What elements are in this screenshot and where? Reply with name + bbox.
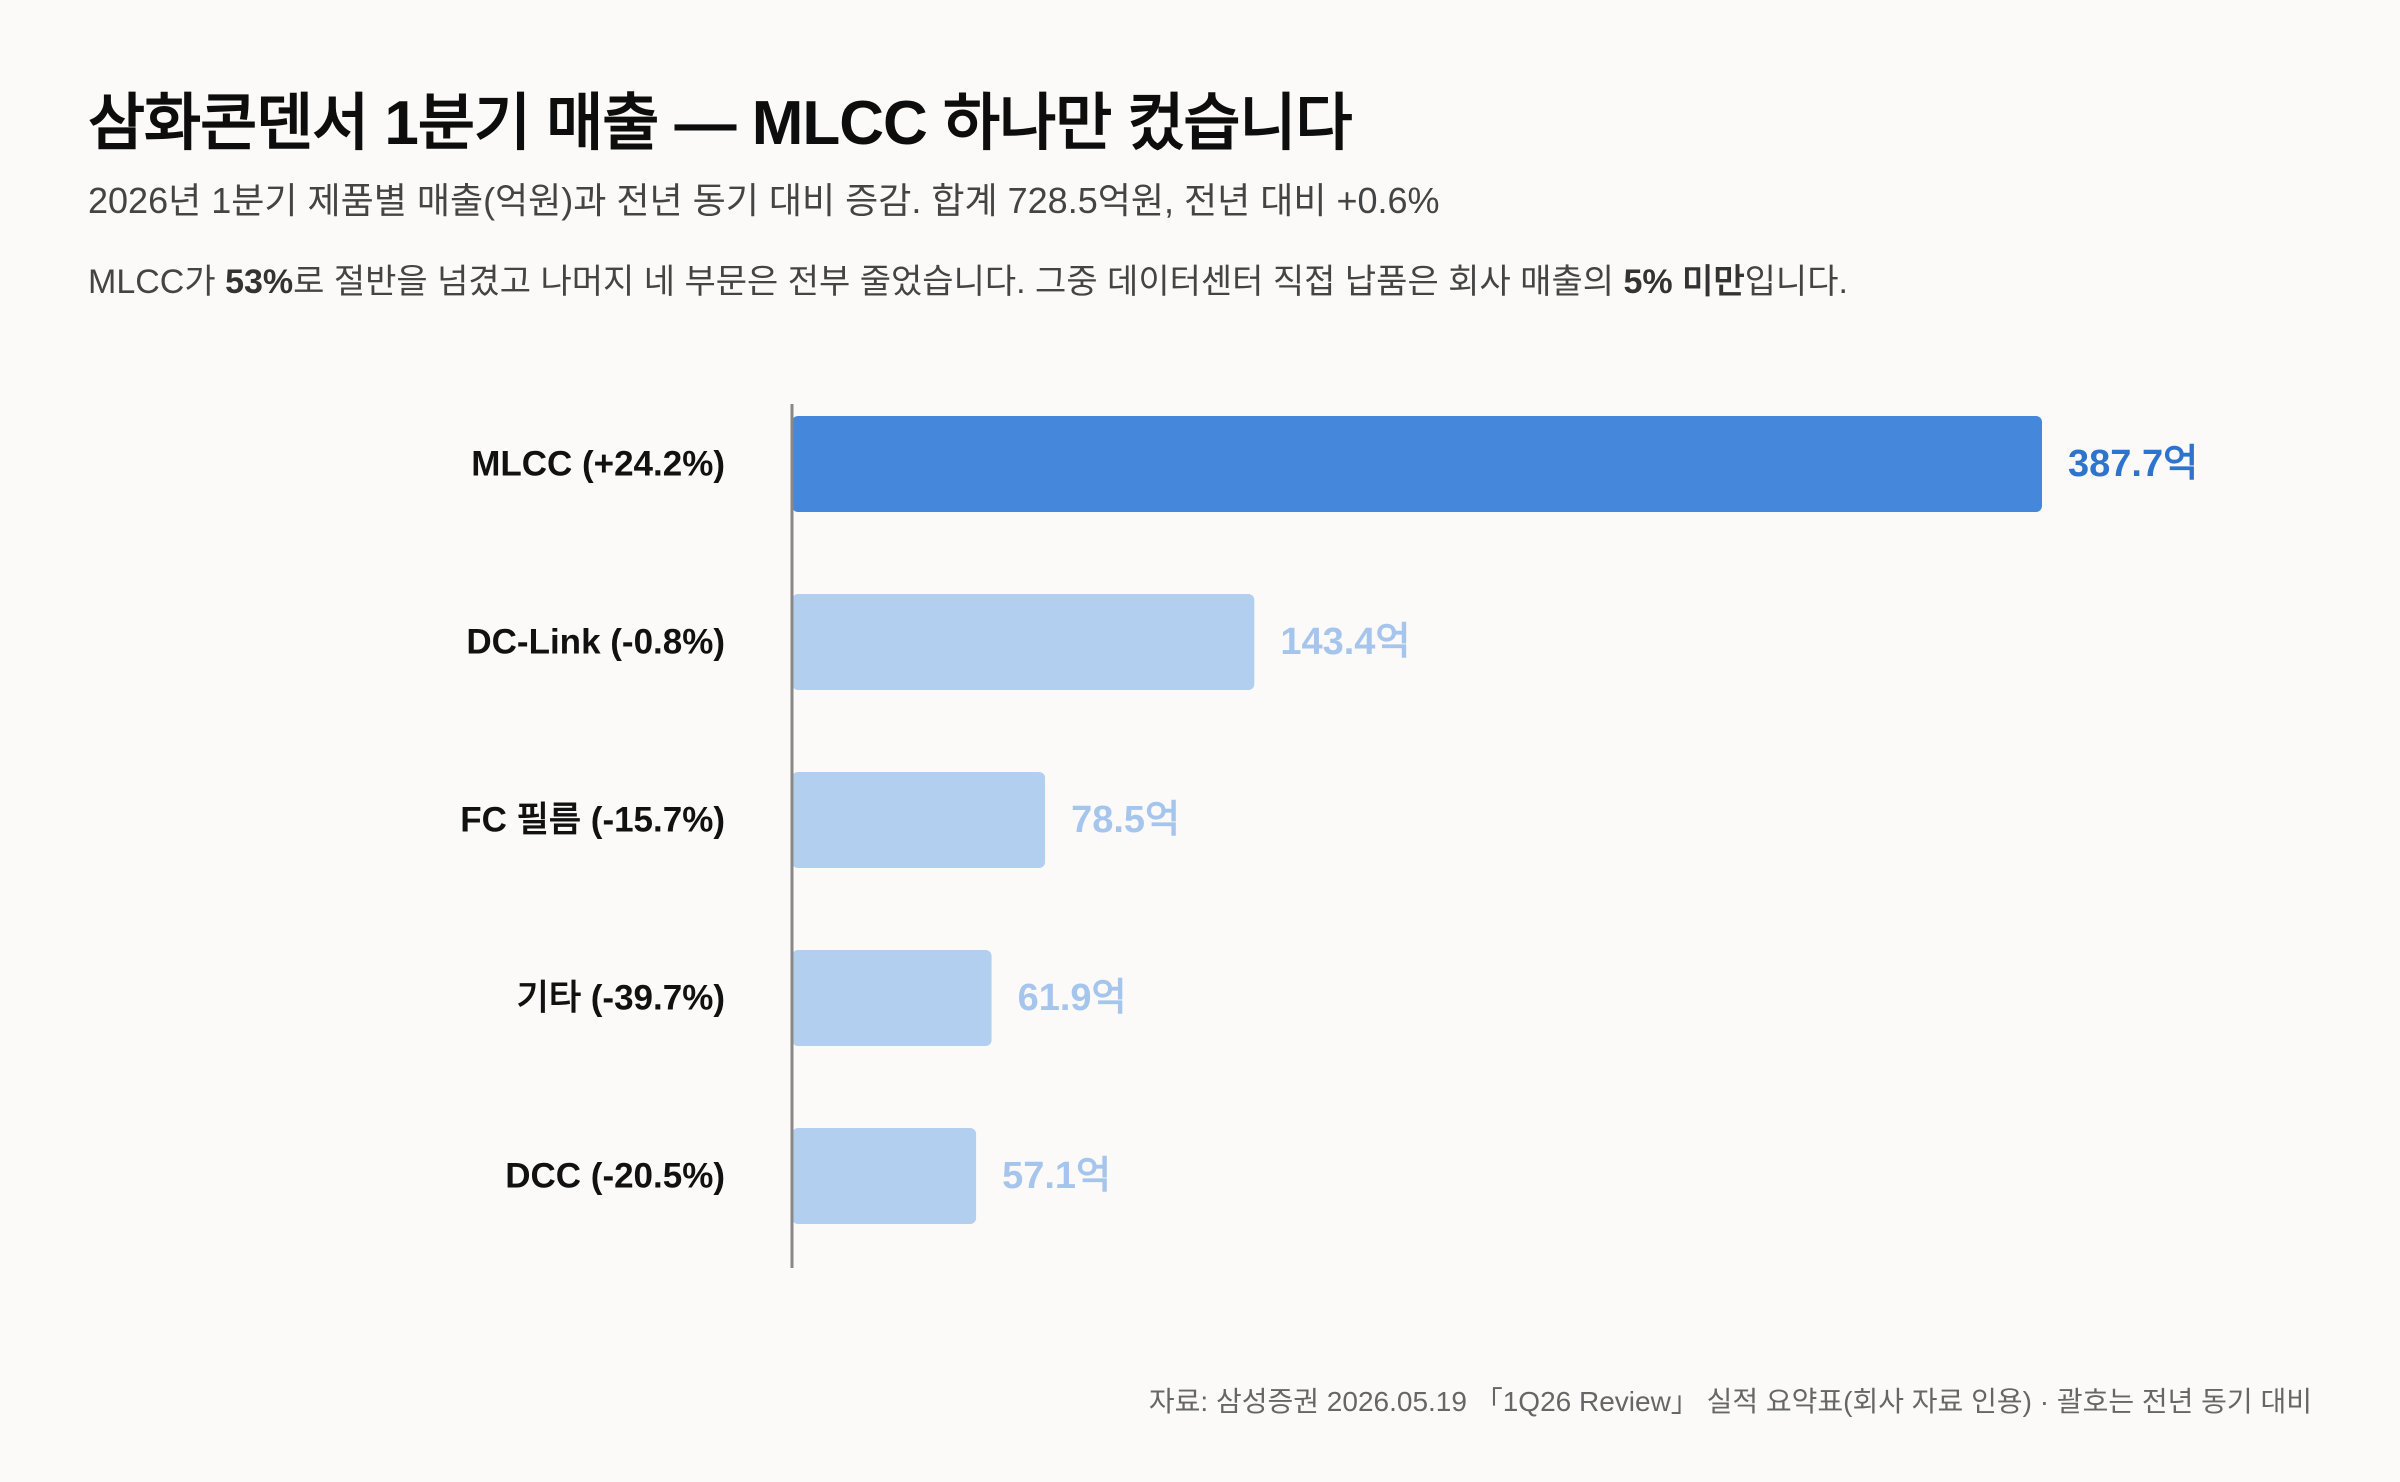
value-label-4: 57.1억 (1002, 1155, 1111, 1197)
category-label-3: 기타 (-39.7%) (517, 979, 725, 1018)
category-label-0: MLCC (+24.2%) (471, 445, 725, 484)
bar-0 (792, 416, 2042, 512)
bar-4 (792, 1128, 977, 1224)
chart-lede: MLCC가 53%로 절반을 넘겼고 나머지 네 부문은 전부 줄었습니다. 그… (88, 254, 1848, 303)
value-label-0: 387.7억 (2068, 443, 2198, 485)
bar-3 (792, 950, 992, 1046)
chart-title: 삼화콘덴서 1분기 매출 — MLCC 하나만 컸습니다 (88, 89, 1353, 158)
lede-emphasis-datacenter: 5% 미만 (1623, 263, 1745, 301)
source-note: 자료: 삼성증권 2026.05.19 「1Q26 Review」 실적 요약표… (1148, 1386, 2312, 1417)
lede-text-2: 로 절반을 넘겼고 나머지 네 부문은 전부 줄었습니다. 그중 데이터센터 직… (293, 263, 1624, 301)
bar-1 (792, 594, 1255, 690)
bar-2 (792, 772, 1046, 868)
value-label-3: 61.9억 (1018, 977, 1127, 1019)
lede-emphasis-share: 53% (225, 263, 294, 301)
bar-chart: MLCC (+24.2%) 387.7억 DC-Link (-0.8%) 143.4억… (460, 404, 2198, 1268)
lede-text-1: MLCC가 (88, 263, 226, 301)
value-label-2: 78.5억 (1071, 799, 1180, 841)
value-label-1: 143.4억 (1280, 621, 1410, 663)
category-label-1: DC-Link (-0.8%) (466, 623, 725, 662)
category-label-4: DCC (-20.5%) (505, 1157, 725, 1196)
lede-text-3: 입니다. (1744, 263, 1848, 301)
chart-subtitle: 2026년 1분기 제품별 매출(억원)과 전년 동기 대비 증감. 합계 72… (88, 180, 1440, 221)
category-label-2: FC 필름 (-15.7%) (460, 801, 725, 840)
